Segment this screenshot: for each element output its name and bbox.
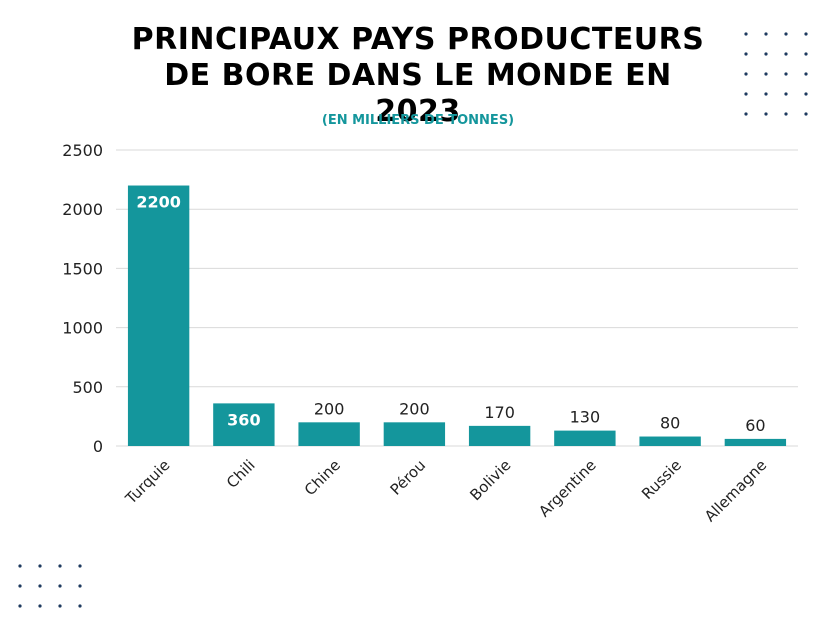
- decor-dot: [58, 584, 62, 588]
- decor-dot: [784, 112, 788, 116]
- decor-dot: [78, 604, 82, 608]
- decor-dot: [18, 584, 22, 588]
- y-tick-label: 1500: [62, 259, 103, 278]
- decor-dot: [744, 92, 748, 96]
- bar-argentine: [554, 430, 616, 446]
- data-label: 60: [745, 416, 765, 435]
- decor-dot: [804, 92, 808, 96]
- bar-bolivie: [468, 425, 531, 446]
- decor-dot: [78, 564, 82, 568]
- decor-dot: [744, 112, 748, 116]
- decor-dot: [784, 52, 788, 56]
- data-label: 200: [314, 399, 345, 418]
- decor-dot: [784, 92, 788, 96]
- decor-dot: [38, 604, 42, 608]
- decor-dot: [38, 564, 42, 568]
- decor-dot: [764, 112, 768, 116]
- decor-dot: [58, 564, 62, 568]
- y-tick-label: 500: [72, 378, 103, 397]
- decor-dot: [744, 52, 748, 56]
- y-tick-label: 1000: [62, 319, 103, 338]
- decor-dot: [804, 52, 808, 56]
- decor-dot: [744, 72, 748, 76]
- decor-dot: [764, 32, 768, 36]
- decor-dot: [78, 584, 82, 588]
- x-axis-tick-labels: Turquie Chili Chine Pérou Bolivie Argentine Ru…: [121, 456, 770, 525]
- decor-dot: [18, 564, 22, 568]
- x-tick-label: Bolivie: [466, 456, 514, 504]
- chart-subtitle: (EN MILLIERS DE TONNES): [321, 113, 515, 128]
- data-label: 360: [227, 410, 260, 429]
- grid-lines: [116, 149, 798, 447]
- decor-dot: [804, 32, 808, 36]
- decor-dot: [38, 584, 42, 588]
- x-tick-label: Argentine: [535, 456, 600, 521]
- chart-title: PRINCIPAUX PAYS PRODUCTEURS DE BORE DANS…: [131, 22, 705, 129]
- decor-dot: [18, 604, 22, 608]
- x-tick-label: Turquie: [121, 456, 173, 508]
- data-label: 200: [399, 399, 430, 418]
- data-labels: 2200 360 200 200 170 130 80 60: [136, 193, 765, 435]
- bar-turquie: [127, 185, 190, 446]
- y-axis-tick-labels: 0 500 1000 1500 2000 2500: [62, 141, 103, 456]
- x-tick-label: Allemagne: [701, 456, 770, 525]
- decor-dot: [744, 32, 748, 36]
- bar-allemagne: [724, 438, 787, 446]
- decor-dot: [804, 112, 808, 116]
- decor-dot: [58, 604, 62, 608]
- dot-grid-decoration-bottom-left: [18, 564, 82, 608]
- decor-dot: [764, 52, 768, 56]
- y-tick-label: 2500: [62, 141, 103, 160]
- data-label: 80: [660, 414, 680, 433]
- decor-dot: [784, 32, 788, 36]
- data-label: 130: [570, 408, 601, 427]
- bar-chine: [298, 422, 360, 446]
- bar-chili: [213, 403, 275, 446]
- data-label: 170: [484, 403, 515, 422]
- decor-dot: [764, 92, 768, 96]
- bars: [127, 185, 787, 446]
- decor-dot: [804, 72, 808, 76]
- data-label: 2200: [136, 193, 181, 212]
- bar-russie: [639, 436, 701, 446]
- decor-dot: [784, 72, 788, 76]
- dot-grid-decoration-top-right: [744, 32, 808, 116]
- decor-dot: [764, 72, 768, 76]
- y-tick-label: 0: [93, 437, 103, 456]
- x-tick-label: Chine: [301, 456, 344, 499]
- x-tick-label: Pérou: [387, 456, 430, 499]
- x-tick-label: Chili: [223, 456, 259, 492]
- bar-pérou: [383, 422, 446, 446]
- y-tick-label: 2000: [62, 200, 103, 219]
- x-tick-label: Russie: [638, 456, 685, 503]
